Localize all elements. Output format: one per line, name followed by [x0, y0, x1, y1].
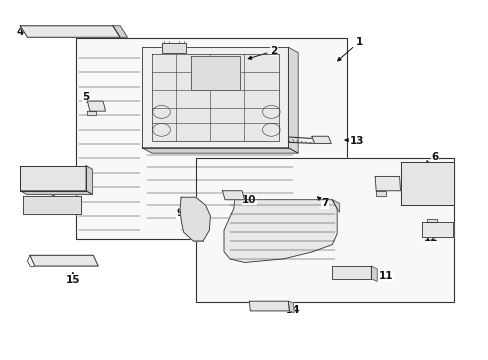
- Polygon shape: [288, 301, 294, 313]
- Text: 5: 5: [82, 92, 89, 105]
- Polygon shape: [87, 111, 96, 115]
- Text: 10: 10: [239, 195, 256, 205]
- Polygon shape: [374, 176, 400, 191]
- Text: 13: 13: [344, 136, 363, 145]
- Polygon shape: [142, 47, 288, 148]
- Polygon shape: [87, 101, 105, 111]
- Polygon shape: [422, 222, 452, 237]
- Polygon shape: [152, 54, 278, 140]
- Polygon shape: [113, 26, 127, 37]
- Text: 11: 11: [370, 271, 392, 281]
- Polygon shape: [224, 200, 336, 262]
- Polygon shape: [76, 39, 346, 239]
- Polygon shape: [249, 301, 289, 311]
- Polygon shape: [180, 197, 210, 241]
- Text: 3: 3: [41, 195, 54, 210]
- Polygon shape: [311, 136, 330, 143]
- Polygon shape: [20, 166, 86, 191]
- Polygon shape: [30, 255, 98, 266]
- Text: 14: 14: [282, 305, 300, 315]
- Text: 7: 7: [317, 197, 328, 208]
- Polygon shape: [400, 162, 453, 205]
- Polygon shape: [195, 158, 453, 302]
- Polygon shape: [86, 166, 92, 194]
- Polygon shape: [190, 56, 239, 90]
- Text: 9: 9: [176, 208, 187, 218]
- Text: 8: 8: [377, 183, 385, 193]
- Polygon shape: [142, 148, 298, 153]
- Polygon shape: [331, 266, 370, 279]
- Text: 15: 15: [65, 273, 80, 285]
- Text: 4: 4: [17, 27, 43, 37]
- Polygon shape: [20, 26, 120, 37]
- Polygon shape: [331, 200, 339, 212]
- Polygon shape: [22, 196, 81, 214]
- Text: 1: 1: [337, 37, 362, 61]
- Text: 12: 12: [423, 230, 437, 243]
- Polygon shape: [222, 191, 244, 200]
- Text: 2: 2: [248, 46, 277, 59]
- Text: 6: 6: [425, 152, 437, 164]
- Polygon shape: [288, 47, 298, 153]
- Polygon shape: [375, 191, 385, 196]
- Polygon shape: [427, 219, 436, 222]
- Polygon shape: [161, 43, 185, 53]
- Polygon shape: [20, 191, 92, 194]
- Polygon shape: [370, 266, 376, 282]
